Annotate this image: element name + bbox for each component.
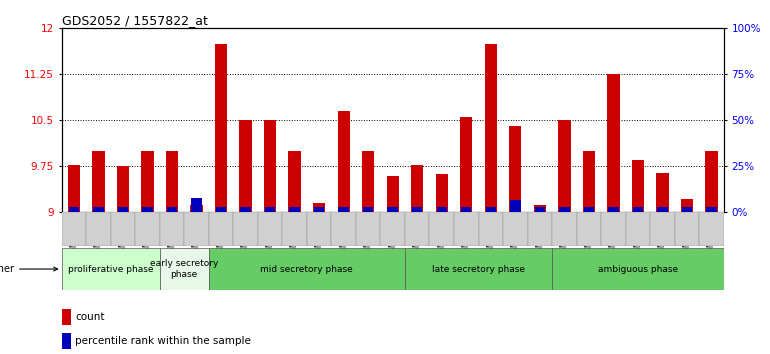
Bar: [706, 207, 717, 212]
FancyBboxPatch shape: [626, 212, 650, 246]
Bar: [265, 207, 276, 212]
Bar: [363, 207, 373, 212]
Text: late secretory phase: late secretory phase: [432, 264, 525, 274]
FancyBboxPatch shape: [356, 212, 380, 246]
FancyBboxPatch shape: [184, 212, 209, 246]
Bar: [216, 207, 226, 212]
Bar: [118, 207, 128, 212]
Bar: [633, 207, 643, 212]
FancyBboxPatch shape: [699, 212, 724, 246]
Bar: [362, 151, 374, 212]
Text: GDS2052 / 1557822_at: GDS2052 / 1557822_at: [62, 14, 207, 27]
Bar: [656, 172, 668, 212]
Text: other: other: [0, 264, 58, 274]
Bar: [142, 151, 153, 212]
Bar: [387, 207, 398, 212]
Bar: [313, 203, 325, 212]
Bar: [681, 199, 693, 212]
FancyBboxPatch shape: [331, 212, 356, 246]
FancyBboxPatch shape: [650, 212, 675, 246]
Bar: [632, 160, 644, 212]
Text: percentile rank within the sample: percentile rank within the sample: [75, 336, 251, 346]
Bar: [62, 333, 71, 349]
Bar: [92, 151, 105, 212]
Bar: [69, 207, 79, 212]
Bar: [558, 120, 571, 212]
FancyBboxPatch shape: [552, 212, 577, 246]
Bar: [681, 207, 692, 212]
FancyBboxPatch shape: [159, 212, 184, 246]
Bar: [166, 151, 178, 212]
Bar: [559, 207, 570, 212]
Bar: [411, 165, 424, 212]
FancyBboxPatch shape: [233, 212, 258, 246]
FancyBboxPatch shape: [283, 212, 307, 246]
Bar: [239, 120, 252, 212]
Bar: [436, 175, 448, 212]
FancyBboxPatch shape: [209, 212, 233, 246]
FancyBboxPatch shape: [258, 212, 283, 246]
FancyBboxPatch shape: [552, 248, 724, 290]
Bar: [290, 207, 300, 212]
Bar: [437, 207, 447, 212]
Bar: [62, 309, 71, 325]
Bar: [68, 165, 80, 212]
FancyBboxPatch shape: [405, 212, 430, 246]
FancyBboxPatch shape: [209, 248, 405, 290]
FancyBboxPatch shape: [159, 248, 209, 290]
Bar: [509, 126, 521, 212]
FancyBboxPatch shape: [430, 212, 454, 246]
Bar: [510, 200, 521, 212]
Text: count: count: [75, 312, 105, 322]
FancyBboxPatch shape: [675, 212, 699, 246]
Bar: [142, 207, 152, 212]
Text: ambiguous phase: ambiguous phase: [598, 264, 678, 274]
Bar: [337, 111, 350, 212]
Bar: [484, 44, 497, 212]
Bar: [658, 207, 668, 212]
FancyBboxPatch shape: [454, 212, 478, 246]
Bar: [461, 207, 471, 212]
FancyBboxPatch shape: [577, 212, 601, 246]
Bar: [534, 207, 545, 212]
Bar: [339, 207, 349, 212]
Bar: [167, 207, 177, 212]
FancyBboxPatch shape: [111, 212, 136, 246]
Bar: [190, 205, 203, 212]
FancyBboxPatch shape: [380, 212, 405, 246]
Bar: [314, 207, 324, 212]
Bar: [264, 120, 276, 212]
Bar: [486, 207, 496, 212]
Bar: [387, 176, 399, 212]
FancyBboxPatch shape: [62, 212, 86, 246]
Bar: [534, 205, 546, 212]
Bar: [240, 207, 251, 212]
Bar: [705, 151, 718, 212]
Bar: [93, 207, 104, 212]
Text: mid secretory phase: mid secretory phase: [260, 264, 353, 274]
FancyBboxPatch shape: [503, 212, 527, 246]
FancyBboxPatch shape: [86, 212, 111, 246]
Bar: [289, 151, 301, 212]
Bar: [608, 207, 618, 212]
Text: early secretory
phase: early secretory phase: [150, 259, 219, 279]
FancyBboxPatch shape: [62, 248, 159, 290]
Bar: [583, 151, 595, 212]
Bar: [584, 207, 594, 212]
Bar: [608, 74, 620, 212]
FancyBboxPatch shape: [601, 212, 626, 246]
FancyBboxPatch shape: [405, 248, 552, 290]
Bar: [460, 117, 473, 212]
FancyBboxPatch shape: [307, 212, 331, 246]
Text: proliferative phase: proliferative phase: [68, 264, 153, 274]
Bar: [117, 166, 129, 212]
Bar: [215, 44, 227, 212]
FancyBboxPatch shape: [136, 212, 159, 246]
Bar: [191, 198, 202, 212]
FancyBboxPatch shape: [478, 212, 503, 246]
FancyBboxPatch shape: [527, 212, 552, 246]
Bar: [412, 207, 423, 212]
